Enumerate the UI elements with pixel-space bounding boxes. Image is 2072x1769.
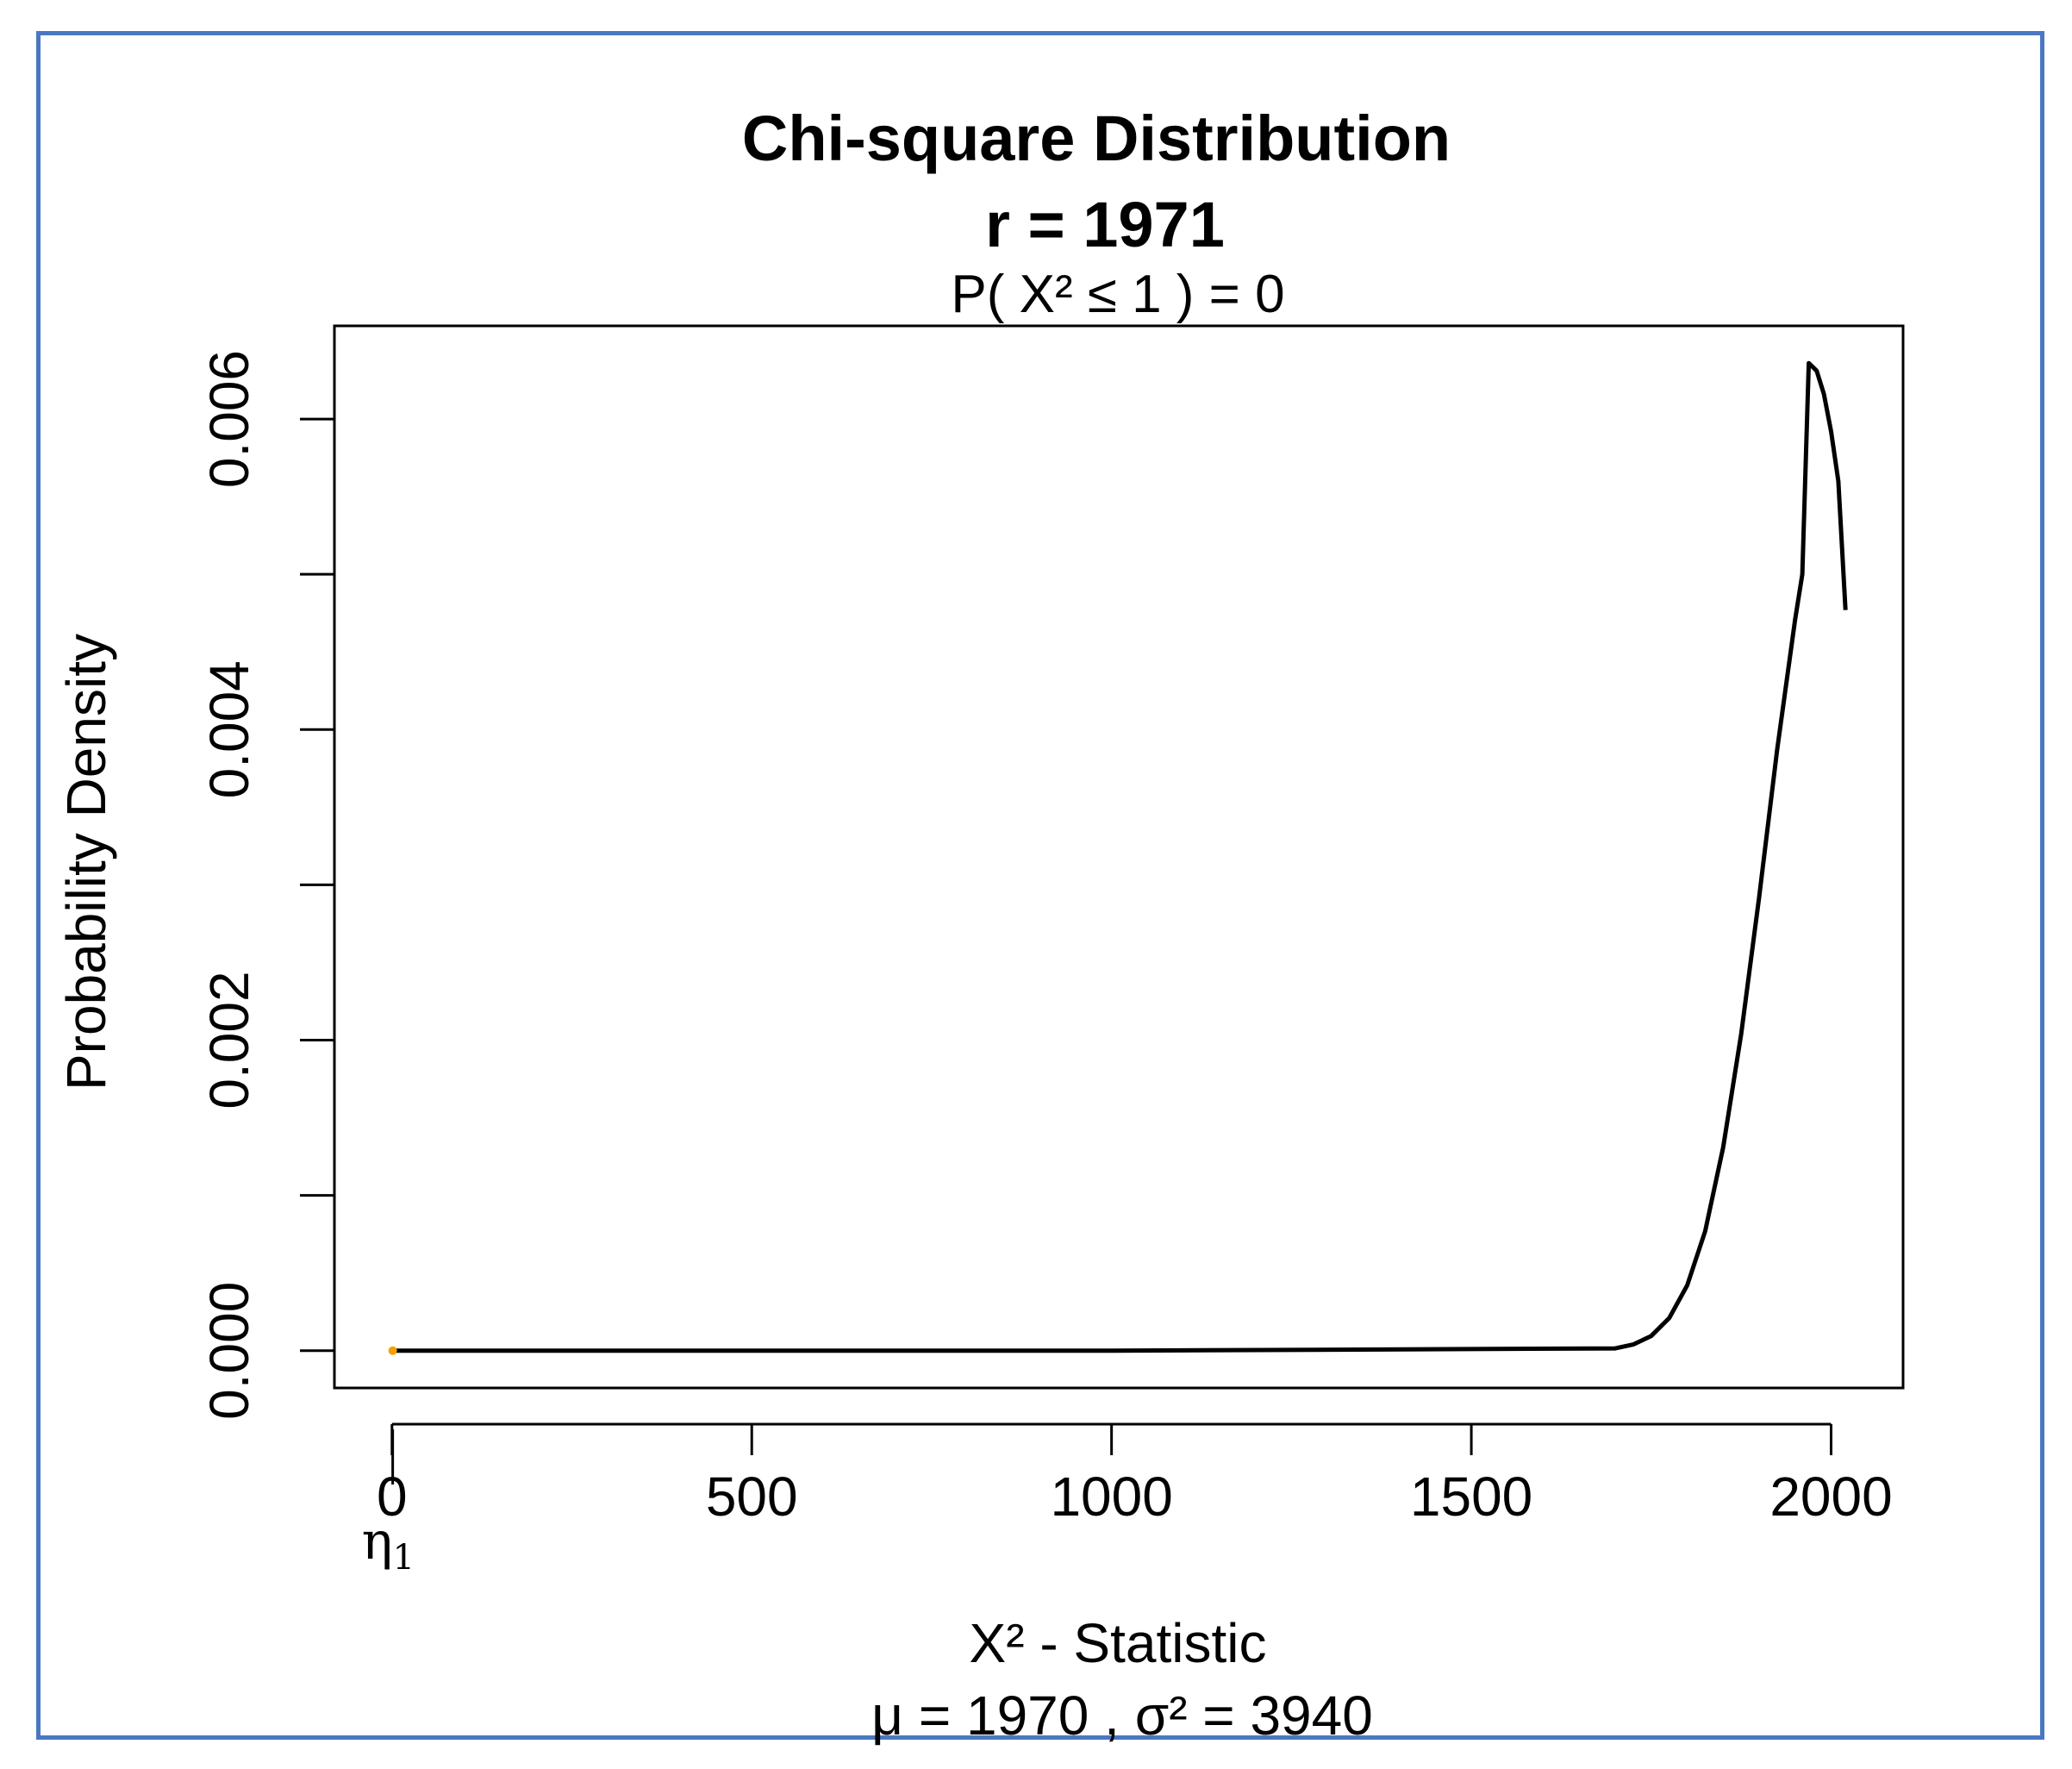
y-axis-label: Probability Density — [55, 634, 117, 1091]
density-curve — [391, 360, 1848, 1353]
series-layer — [388, 360, 1848, 1355]
y-tick-label: 0.002 — [198, 971, 260, 1109]
x-tick-label: 1500 — [1410, 1466, 1532, 1528]
y-axis: 0.000 0.002 0.004 0.006 — [198, 350, 336, 1420]
y-tick-label: 0.006 — [198, 350, 260, 488]
x-tick-label: 2000 — [1769, 1466, 1892, 1528]
plot-box — [333, 324, 1905, 1390]
marker-point — [388, 1346, 397, 1355]
chart-subtitle: P( X² ≤ 1 ) = 0 — [951, 265, 1284, 324]
chart-title-line2: r = 1971 — [985, 189, 1225, 260]
y-tick-label: 0.000 — [198, 1282, 260, 1420]
chart-title: Chi-square Distribution — [742, 103, 1451, 174]
x-axis-label: X² - Statistic — [970, 1612, 1267, 1674]
x-tick-label: 1000 — [1050, 1466, 1172, 1528]
x-tick-label: 500 — [706, 1466, 798, 1528]
x-axis-label-line2: μ = 1970 , σ² = 3940 — [871, 1685, 1373, 1747]
figure-frame — [36, 31, 2044, 1740]
y-tick-label: 0.004 — [198, 660, 260, 798]
